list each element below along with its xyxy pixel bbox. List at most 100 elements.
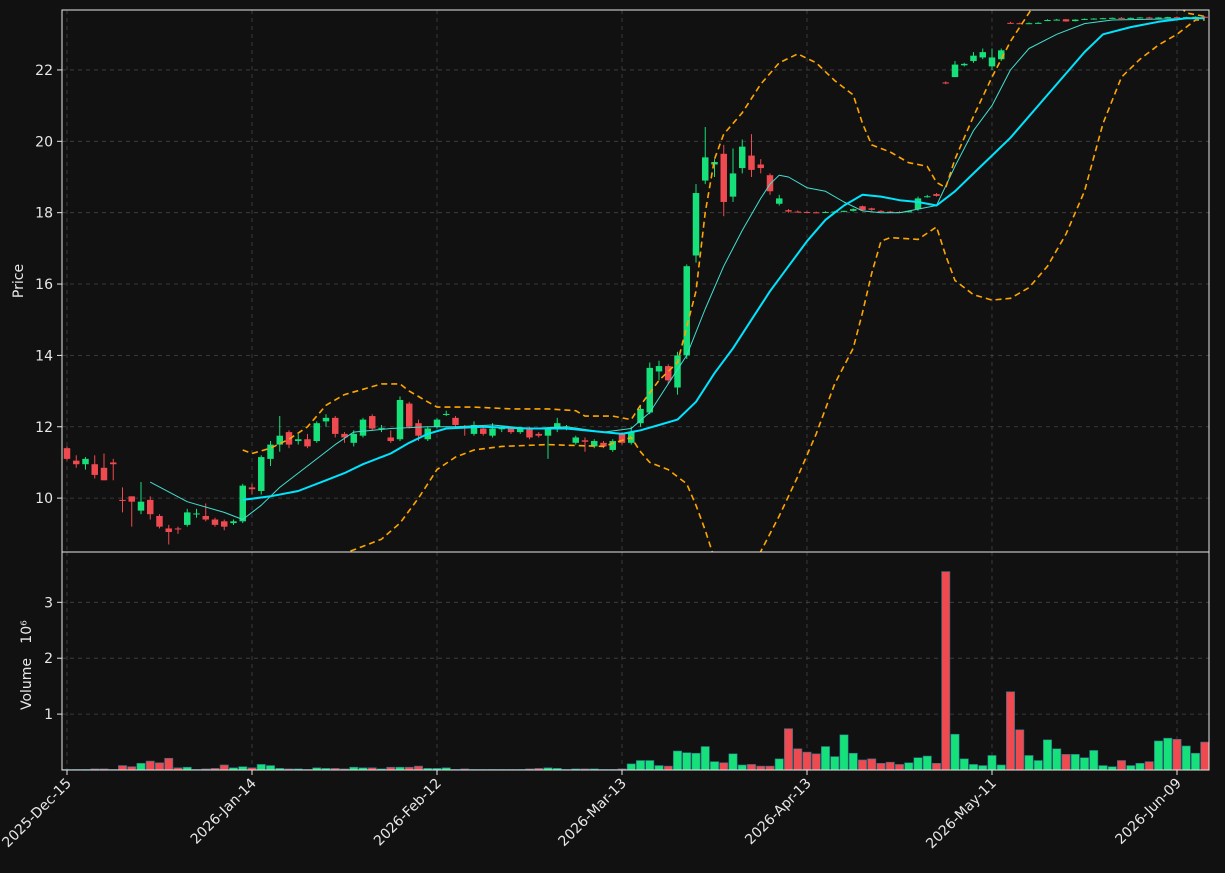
candle-body (480, 428, 487, 434)
candle-body (313, 423, 320, 442)
candle-body (535, 433, 542, 436)
volume-bar (1154, 740, 1163, 770)
volume-bar (1080, 757, 1089, 770)
bollinger-band (344, 19, 1205, 552)
candle-body (961, 63, 968, 66)
candle-body (868, 208, 875, 210)
volume-bar (1144, 761, 1154, 770)
volume-bar (571, 768, 581, 770)
candle-body (1127, 17, 1134, 19)
candle-body (887, 211, 894, 213)
candle-body (813, 212, 820, 214)
volume-bar (525, 768, 534, 770)
candle-body (137, 501, 145, 511)
candle-body (591, 441, 598, 447)
volume-bar (987, 755, 997, 770)
volume-bar (1126, 765, 1136, 770)
candle-body (110, 462, 117, 465)
candle-body (184, 512, 191, 525)
y-tick-label: 10 (35, 491, 53, 507)
candle-body (443, 413, 450, 415)
candle-body (230, 521, 237, 524)
volume-bar (1024, 755, 1034, 770)
volume-bar (996, 764, 1006, 770)
volume-bar (238, 766, 248, 770)
y-tick-label: 3 (44, 595, 53, 611)
candle-body (1062, 19, 1070, 22)
volume-bar (802, 751, 812, 770)
y-tick-label: 14 (35, 348, 53, 364)
candle-body (406, 403, 413, 427)
candle-body (517, 428, 524, 433)
volume-bar (1181, 745, 1191, 770)
candle-body (766, 175, 774, 192)
volume-bar (395, 766, 405, 770)
candle-body (665, 366, 672, 381)
candle-body (1072, 19, 1079, 22)
volume-bar (90, 768, 100, 770)
candle-body (156, 515, 163, 527)
volume-bar (682, 752, 692, 770)
volume-bar (127, 766, 137, 770)
candle-body (415, 423, 422, 436)
candle-body (82, 458, 89, 465)
y-tick-label: 2 (44, 651, 53, 667)
candle-body (757, 164, 764, 169)
candle-body (341, 433, 348, 438)
candle-body (433, 419, 441, 427)
candle-body (572, 437, 579, 443)
candle-body (1164, 17, 1171, 19)
volume-bar (636, 760, 645, 770)
y-tick-label: 22 (35, 63, 53, 79)
candle-body (655, 366, 663, 372)
volume-bar (155, 762, 164, 770)
volume-bar (1135, 762, 1145, 770)
candle-body (720, 153, 727, 202)
volume-bar (256, 764, 266, 770)
volume-bar (1006, 691, 1015, 770)
volume-bar (941, 571, 951, 770)
bollinger-band (242, 10, 1205, 455)
volume-bar (793, 748, 803, 770)
volume-bar (118, 765, 127, 770)
volume-bar (959, 758, 969, 770)
volume-bar (1052, 748, 1062, 770)
candle-body (942, 82, 949, 84)
volume-bar (765, 765, 775, 770)
candle-body (1053, 19, 1060, 21)
candle-body (776, 198, 783, 204)
volume-bar (728, 753, 738, 770)
volume-bar (377, 768, 386, 770)
price-panel (63, 10, 1208, 552)
volume-bar (839, 734, 849, 770)
candle-body (554, 423, 561, 429)
candle-body (1109, 17, 1116, 19)
volume-bar (349, 766, 359, 770)
volume-bar (1107, 766, 1117, 770)
volume-bar (340, 768, 349, 770)
candle-body (979, 52, 986, 58)
candle-body (396, 399, 404, 440)
candle-body (877, 210, 885, 212)
candle-body (174, 528, 182, 530)
candle-body (267, 444, 274, 459)
volume-bar (626, 763, 636, 770)
y-axis-title: Price (11, 264, 27, 298)
volume-bar (1098, 765, 1108, 770)
volume-bar (145, 760, 155, 770)
candle-body (850, 209, 857, 211)
candle-body (248, 487, 256, 490)
candle-body (193, 513, 200, 515)
candle-body (1090, 18, 1097, 20)
candle-body (637, 408, 644, 424)
y-tick-label: 18 (35, 206, 53, 222)
volume-bar (460, 768, 470, 770)
candle-body (1146, 17, 1153, 19)
candle-body (970, 55, 977, 62)
volume-bar (673, 750, 682, 770)
candle-body (498, 428, 505, 430)
candle-body (840, 210, 848, 212)
candle-body (951, 64, 959, 78)
candle-body (1081, 18, 1088, 20)
volume-bar (219, 764, 229, 770)
